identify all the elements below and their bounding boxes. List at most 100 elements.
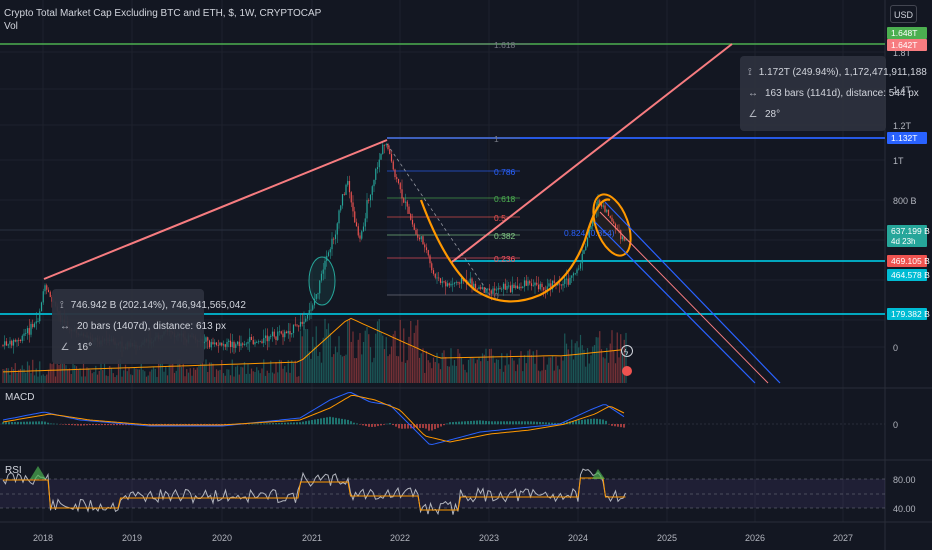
measure-tooltip-right: ⟟ 1.172T (249.94%), 1,172,471,911,188 ↔ 16… — [740, 56, 927, 131]
x-tick-1: 2019 — [122, 533, 142, 543]
candle-body — [473, 283, 475, 288]
candle-body — [586, 237, 589, 247]
volume-bar — [341, 356, 344, 383]
macd-hist-bar — [434, 424, 436, 430]
candle-body — [35, 321, 37, 324]
candle-body — [247, 341, 249, 344]
macd-hist-bar — [590, 418, 592, 425]
volume-bar — [515, 371, 517, 383]
candle-body — [23, 333, 25, 336]
macd-hist-bar — [431, 424, 433, 431]
volume-bar — [592, 346, 594, 383]
candle-body — [348, 181, 351, 193]
volume-bar — [212, 363, 214, 383]
macd-hist-bar — [62, 424, 64, 425]
volume-bar — [565, 343, 568, 383]
channel-top — [604, 201, 781, 384]
candle-body — [355, 222, 358, 227]
candle-body — [499, 288, 501, 290]
candle-body — [380, 154, 382, 160]
macd-hist-bar — [8, 422, 10, 425]
candle-body — [502, 283, 505, 289]
volume-bar — [439, 369, 442, 383]
candle-body — [224, 344, 226, 347]
cup-curve — [419, 198, 611, 303]
volume-bar — [9, 374, 11, 383]
candle-body — [25, 333, 27, 334]
candle-body — [413, 224, 415, 230]
volume-bar — [418, 357, 421, 383]
volume-bar — [110, 368, 113, 383]
drawings: ϟ — [43, 43, 781, 384]
volume-bar — [509, 350, 512, 383]
macd-hist-bar — [416, 424, 418, 429]
volume-bar — [226, 369, 228, 383]
tooltip-left-angle: 16° — [77, 342, 93, 353]
trendline-right — [451, 43, 733, 263]
macd-hist-bar — [503, 421, 505, 425]
volume-bar — [581, 345, 583, 383]
candle-body — [350, 192, 352, 203]
alert-icon — [621, 345, 633, 357]
fib-label-0: 1.618 — [494, 40, 516, 50]
candle-body — [592, 215, 594, 227]
candle-body — [572, 273, 575, 276]
volume-bar — [56, 360, 58, 383]
volume-bar — [310, 358, 312, 383]
volume-bar — [359, 333, 361, 383]
volume-bar — [415, 325, 417, 383]
volume-bar — [361, 354, 363, 383]
volume-bar — [191, 375, 193, 383]
candle-body — [439, 278, 442, 283]
volume-bar — [12, 368, 15, 383]
macd-hist-bar — [443, 424, 445, 426]
volume-bar — [271, 372, 274, 383]
volume-bar — [504, 365, 506, 383]
macd-hist-bar — [473, 420, 475, 425]
volume-bar — [399, 319, 401, 383]
currency-button[interactable]: USD — [890, 5, 917, 23]
candle-body — [518, 286, 520, 289]
macd-hist-bar — [545, 422, 547, 425]
volume-bar — [385, 337, 387, 383]
candle-body — [345, 184, 347, 195]
candle-body — [375, 169, 377, 180]
candle-body — [581, 253, 583, 264]
macd-hist-bar — [338, 418, 340, 425]
volume-bar — [614, 363, 617, 383]
volume-bar — [257, 370, 260, 383]
x-tick-8: 2026 — [745, 533, 765, 543]
price-label-bg-6 — [887, 308, 927, 320]
macd-tick-0: 0 — [893, 420, 898, 430]
candle-body — [313, 298, 316, 306]
volume-bar — [471, 356, 473, 383]
fib-label-6: 0.236 — [494, 254, 516, 264]
volume-bar — [595, 337, 597, 383]
candle-body — [513, 284, 515, 289]
macd-hist-bar — [77, 424, 79, 426]
candle-body — [450, 283, 452, 286]
volume-bar — [588, 363, 590, 383]
volume-bar — [536, 349, 538, 383]
candle-body — [529, 281, 531, 284]
macd-hist-bar — [326, 417, 328, 425]
candle-body — [457, 282, 459, 283]
volume-bar — [25, 372, 27, 383]
volume-bar — [306, 329, 309, 383]
macd-label: MACD — [5, 392, 35, 403]
macd-hist-bar — [380, 424, 382, 426]
candle-body — [236, 341, 239, 345]
volume-bar — [567, 349, 569, 383]
macd-hist-bar — [332, 417, 334, 425]
volume-bar — [287, 360, 289, 383]
macd-hist-bar — [392, 424, 394, 426]
volume-bar — [383, 349, 386, 383]
volume-bar — [200, 361, 202, 383]
candle-body — [401, 189, 403, 199]
macd-hist-bar — [323, 417, 325, 425]
volume-bar — [569, 354, 571, 383]
candle-body — [47, 289, 50, 293]
macd-hist-bar — [329, 416, 331, 425]
rsi-ma — [3, 477, 626, 511]
